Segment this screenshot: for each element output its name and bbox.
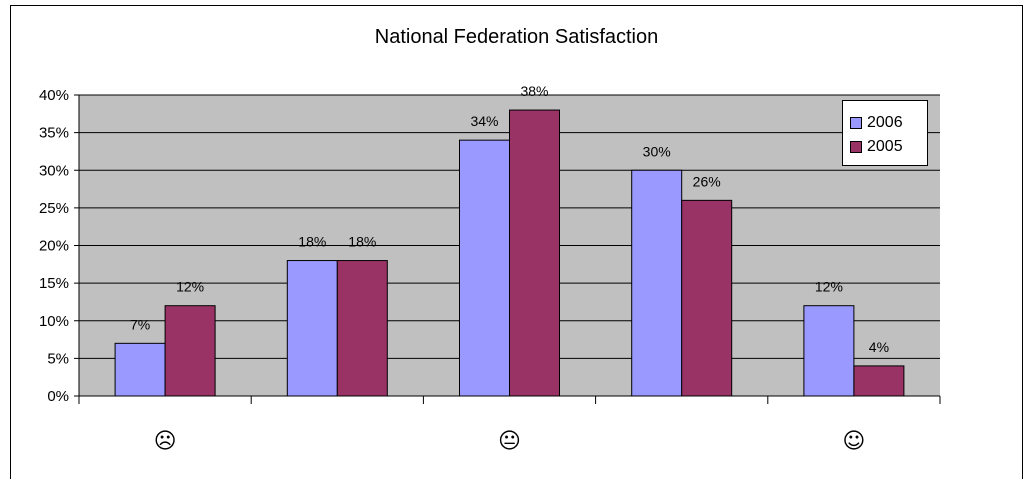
legend-swatch-2006 bbox=[850, 117, 862, 129]
bar-2005-1 bbox=[336, 260, 388, 397]
legend-item-2005: 2005 bbox=[850, 137, 903, 157]
x-category-label: ☹ bbox=[154, 429, 177, 454]
legend-swatch-2005 bbox=[850, 141, 862, 153]
bar-2006-1 bbox=[286, 260, 338, 397]
bar-2005-3 bbox=[681, 199, 733, 397]
y-tick-label: 25% bbox=[39, 200, 69, 217]
bar-2006-3 bbox=[631, 169, 683, 397]
chart-title: National Federation Satisfaction bbox=[374, 26, 659, 48]
bar-2006-4 bbox=[803, 305, 855, 397]
chart-legend: 2006 2005 bbox=[842, 100, 928, 166]
y-tick-label: 35% bbox=[39, 125, 69, 142]
data-label-2005-2: 38% bbox=[520, 83, 548, 99]
y-tick-label: 15% bbox=[39, 275, 69, 292]
legend-label-2005: 2005 bbox=[867, 138, 903, 155]
y-tick-label: 10% bbox=[39, 313, 69, 330]
y-tick-label: 20% bbox=[39, 238, 69, 255]
bar-2005-0 bbox=[164, 305, 216, 397]
y-tick-label: 5% bbox=[47, 350, 69, 367]
bar-2005-4 bbox=[853, 365, 905, 397]
data-label-2006-0: 7% bbox=[130, 316, 150, 332]
data-label-2006-2: 34% bbox=[470, 113, 498, 129]
legend-label-2006: 2006 bbox=[867, 114, 903, 131]
data-label-2006-4: 12% bbox=[815, 279, 843, 295]
bar-2006-2 bbox=[459, 139, 510, 397]
data-label-2005-4: 4% bbox=[869, 339, 889, 355]
data-label-2005-3: 26% bbox=[693, 173, 721, 189]
data-label-2005-0: 12% bbox=[176, 279, 204, 295]
legend-item-2006: 2006 bbox=[850, 113, 903, 133]
bar-2005-2 bbox=[509, 109, 560, 397]
data-label-2006-1: 18% bbox=[298, 234, 326, 250]
x-category-label: 😐 bbox=[498, 429, 521, 454]
bar-2006-0 bbox=[114, 342, 166, 397]
x-category-label: ☺ bbox=[842, 429, 865, 454]
y-tick-label: 40% bbox=[39, 87, 69, 104]
data-label-2005-1: 18% bbox=[348, 234, 376, 250]
y-tick-label: 0% bbox=[47, 388, 69, 405]
data-label-2006-3: 30% bbox=[643, 143, 671, 159]
y-tick-label: 30% bbox=[39, 162, 69, 179]
